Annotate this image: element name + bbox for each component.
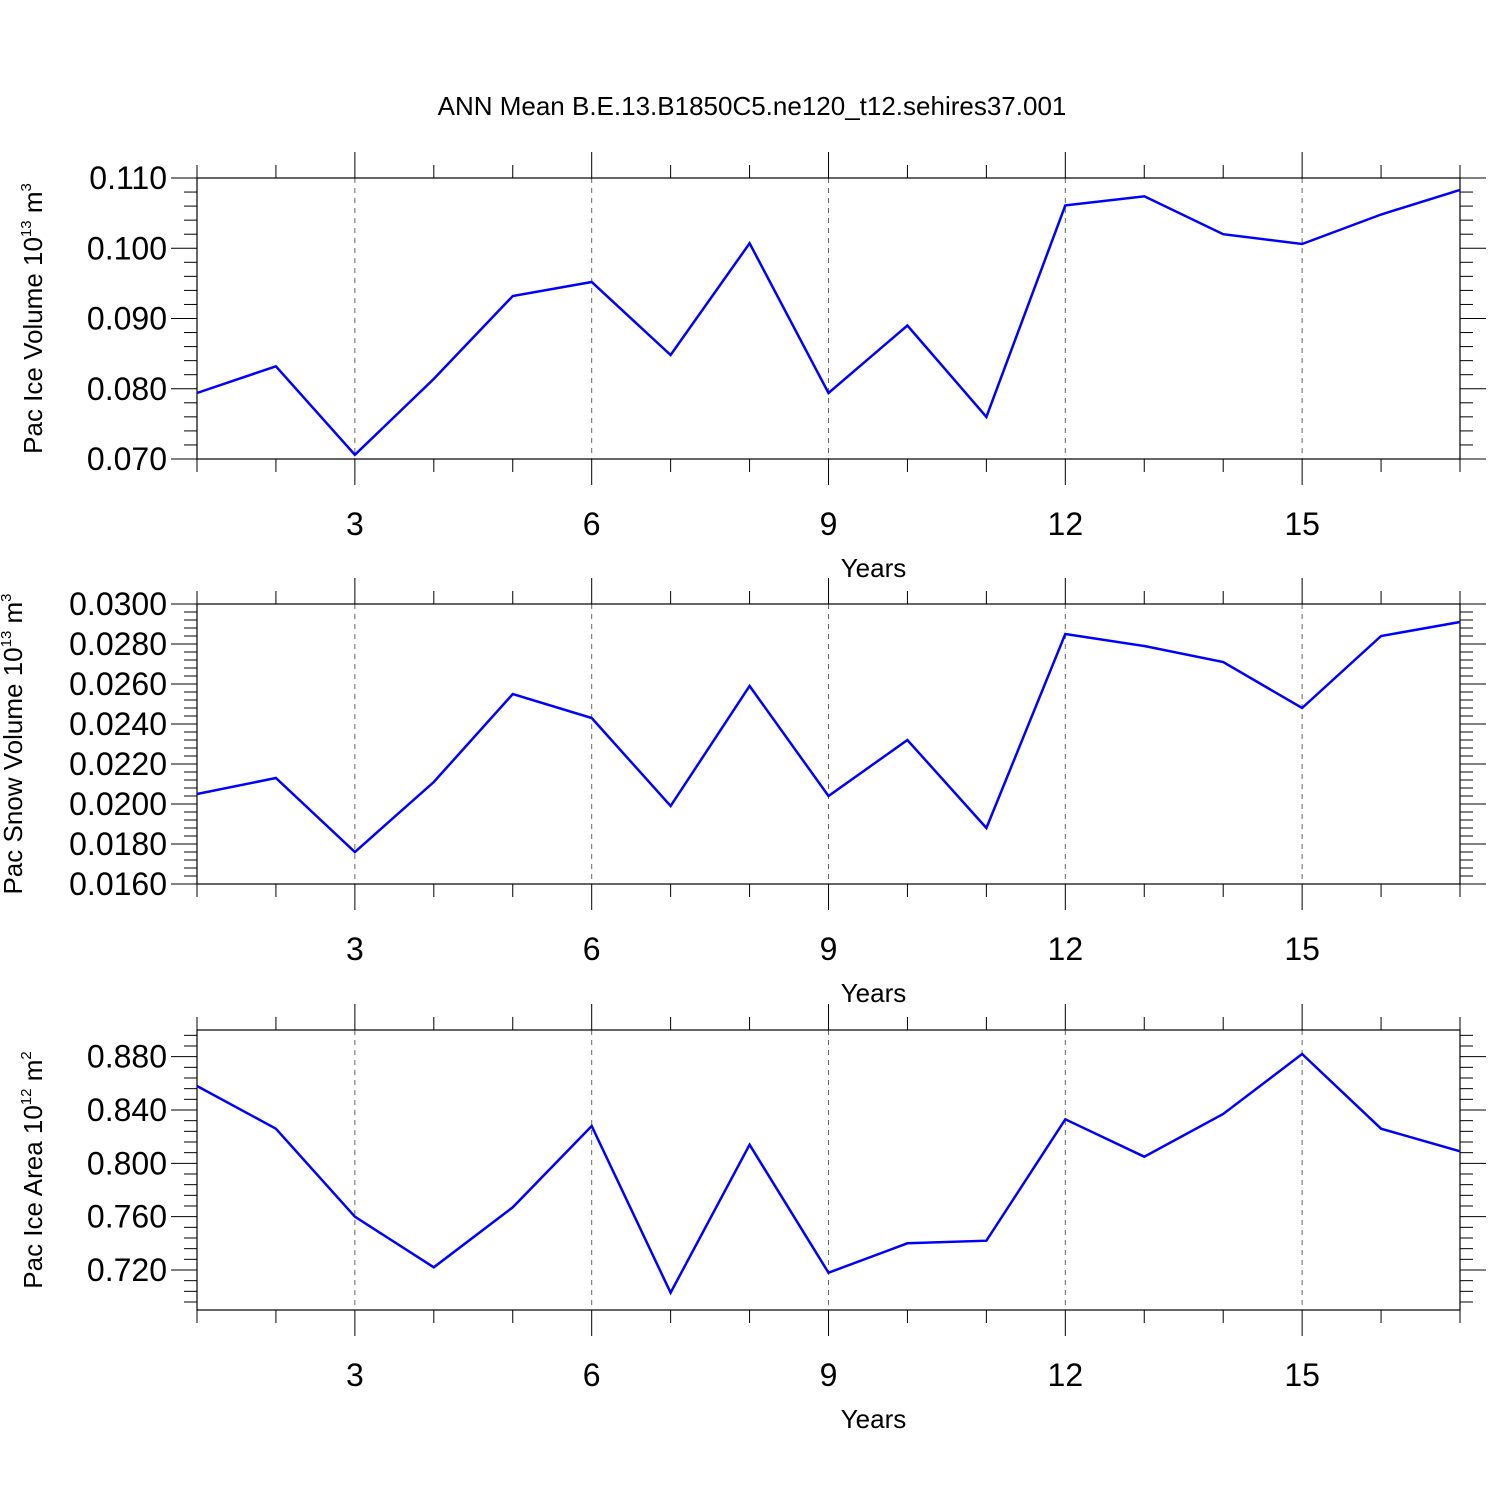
data-point [512, 693, 514, 695]
x-tick-label: 12 [1048, 506, 1084, 542]
data-point [512, 295, 514, 297]
data-point [512, 1206, 514, 1208]
y-tick-label: 0.0200 [69, 786, 167, 822]
data-point [1459, 1150, 1461, 1152]
x-axis-label: Years [841, 1404, 907, 1434]
data-point [433, 781, 435, 783]
data-point [1143, 1156, 1145, 1158]
data-point [749, 242, 751, 244]
data-point [828, 795, 830, 797]
y-tick-label: 0.0240 [69, 706, 167, 742]
data-point [670, 805, 672, 807]
data-point [749, 1144, 751, 1146]
y-tick-label: 0.880 [87, 1039, 167, 1075]
x-tick-label: 3 [346, 931, 364, 967]
data-point [1301, 707, 1303, 709]
data-point [828, 392, 830, 394]
data-point [591, 717, 593, 719]
data-point [906, 1242, 908, 1244]
y-axis-label: Pac Snow Volume 1013 m3 [0, 593, 28, 894]
data-point [749, 685, 751, 687]
data-point [275, 1128, 277, 1130]
y-tick-label: 0.0160 [69, 866, 167, 902]
y-tick-label: 0.0280 [69, 626, 167, 662]
data-point [1222, 661, 1224, 663]
x-tick-label: 15 [1284, 506, 1320, 542]
data-point [906, 325, 908, 327]
data-point [1064, 1118, 1066, 1120]
data-point [985, 416, 987, 418]
panels: 3 6 9 12 15 0.070 0.080 0.090 0.100 0.110 Years Pac… [0, 152, 1486, 1434]
data-point [1380, 1128, 1382, 1130]
y-tick-label: 0.080 [87, 371, 167, 407]
x-tick-label: 15 [1284, 931, 1320, 967]
data-point [196, 793, 198, 795]
x-axis-label: Years [841, 553, 907, 583]
data-point [670, 1292, 672, 1294]
data-point [354, 454, 356, 456]
data-point [1222, 233, 1224, 235]
y-tick-label: 0.760 [87, 1199, 167, 1235]
x-tick-label: 9 [820, 506, 838, 542]
data-point [1064, 633, 1066, 635]
series-line [196, 188, 1461, 457]
data-point [1301, 243, 1303, 245]
series-line [196, 620, 1461, 854]
chart-title: ANN Mean B.E.13.B1850C5.ne120_t12.sehire… [438, 91, 1067, 121]
x-tick-label: 9 [820, 1357, 838, 1393]
data-point [1380, 214, 1382, 216]
data-point [985, 827, 987, 829]
x-tick-label: 3 [346, 506, 364, 542]
data-point [670, 354, 672, 356]
panel-2: 3 6 9 12 15 0.0160 0.0180 0.0200 0.0220 0.0240 0.0… [0, 578, 1486, 1008]
x-tick-label: 6 [583, 931, 601, 967]
x-tick-label: 6 [583, 506, 601, 542]
x-axis-label: Years [841, 978, 907, 1008]
data-point [1143, 645, 1145, 647]
series-line [196, 1052, 1461, 1296]
y-tick-label: 0.800 [87, 1145, 167, 1181]
x-tick-label: 12 [1048, 1357, 1084, 1393]
y-tick-label: 0.090 [87, 301, 167, 337]
x-tick-label: 3 [346, 1357, 364, 1393]
data-point [1380, 635, 1382, 637]
data-point [1222, 1113, 1224, 1115]
data-point [275, 365, 277, 367]
y-axis-label: Pac Ice Volume 1013 m3 [18, 183, 48, 454]
data-point [985, 1240, 987, 1242]
x-tick-label: 6 [583, 1357, 601, 1393]
data-point [1459, 621, 1461, 623]
data-point [196, 1085, 198, 1087]
panel-1: 3 6 9 12 15 0.070 0.080 0.090 0.100 0.110 Years Pac… [18, 152, 1486, 583]
y-tick-label: 0.0220 [69, 746, 167, 782]
y-tick-label: 0.720 [87, 1252, 167, 1288]
data-point [591, 281, 593, 283]
data-point [828, 1272, 830, 1274]
y-tick-label: 0.0260 [69, 666, 167, 702]
data-point [1459, 189, 1461, 191]
x-tick-label: 12 [1048, 931, 1084, 967]
y-tick-label: 0.110 [89, 160, 167, 196]
x-tick-label: 9 [820, 931, 838, 967]
y-axis-label: Pac Ice Area 1012 m2 [18, 1051, 48, 1288]
data-point [906, 739, 908, 741]
data-point [591, 1125, 593, 1127]
y-tick-label: 0.0300 [69, 586, 167, 622]
y-tick-label: 0.070 [87, 441, 167, 477]
data-point [275, 777, 277, 779]
y-tick-label: 0.100 [87, 230, 167, 266]
data-point [433, 1266, 435, 1268]
data-point [1064, 204, 1066, 206]
data-point [196, 392, 198, 394]
data-point [1143, 195, 1145, 197]
x-tick-label: 15 [1284, 1357, 1320, 1393]
y-tick-label: 0.0180 [69, 826, 167, 862]
y-tick-label: 0.840 [87, 1092, 167, 1128]
data-point [1301, 1053, 1303, 1055]
data-point [433, 378, 435, 380]
data-point [354, 851, 356, 853]
data-point [354, 1216, 356, 1218]
panel-3: 3 6 9 12 15 0.720 0.760 0.800 0.840 0.880 Years Pac… [18, 1004, 1486, 1434]
